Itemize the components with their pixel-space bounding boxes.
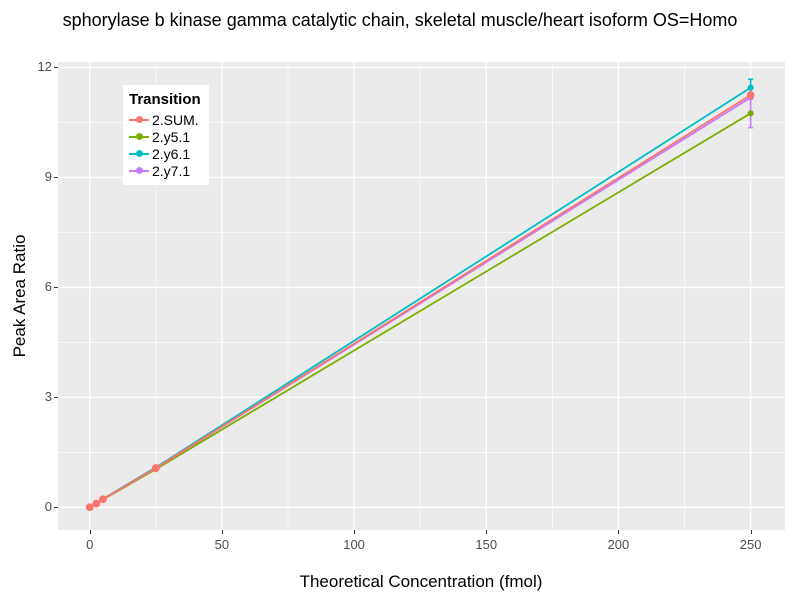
legend-key-line-dot-icon bbox=[129, 113, 149, 127]
legend: Transition 2.SUM. 2.y5.1 2.y6.1 2.y7.1 bbox=[123, 85, 209, 185]
data-point-2.SUM. bbox=[151, 464, 160, 472]
y-tick-label: 0 bbox=[44, 499, 52, 515]
y-tick-label: 3 bbox=[44, 389, 52, 405]
legend-key-line-dot-icon bbox=[129, 130, 149, 144]
data-point-2.SUM. bbox=[99, 495, 107, 504]
y-tick-label: 9 bbox=[44, 169, 52, 185]
y-tick-mark bbox=[54, 177, 58, 179]
x-tick-mark bbox=[486, 530, 488, 534]
legend-label: 2.y5.1 bbox=[152, 128, 191, 145]
legend-item: 2.y6.1 bbox=[129, 145, 201, 162]
y-tick-label: 6 bbox=[44, 279, 52, 295]
x-tick-label: 100 bbox=[343, 537, 365, 552]
x-tick-mark bbox=[750, 530, 752, 534]
legend-key-line-dot-icon bbox=[129, 164, 149, 178]
x-tick-mark bbox=[354, 530, 356, 534]
legend-title: Transition bbox=[129, 91, 201, 108]
data-point-2.SUM. bbox=[746, 91, 755, 99]
legend-label: 2.y7.1 bbox=[152, 162, 191, 179]
data-point-2.y5.1 bbox=[747, 110, 754, 117]
data-point-2.SUM. bbox=[92, 499, 101, 508]
data-point-2.SUM. bbox=[85, 503, 94, 512]
x-tick-mark bbox=[618, 530, 620, 534]
chart-title: sphorylase b kinase gamma catalytic chai… bbox=[62, 10, 738, 30]
y-tick-mark bbox=[54, 397, 58, 399]
y-tick-label: 12 bbox=[37, 59, 52, 75]
x-tick-label: 250 bbox=[739, 537, 762, 552]
legend-label: 2.SUM. bbox=[152, 111, 199, 128]
legend-key-line-dot-icon bbox=[129, 147, 149, 161]
y-tick-mark bbox=[54, 287, 58, 289]
x-tick-label: 150 bbox=[475, 537, 498, 552]
data-point-2.y6.1 bbox=[747, 84, 754, 91]
legend-label: 2.y6.1 bbox=[152, 145, 191, 162]
x-tick-label: 0 bbox=[86, 537, 94, 552]
x-tick-label: 50 bbox=[214, 537, 230, 552]
legend-item: 2.SUM. bbox=[129, 111, 201, 128]
x-tick-mark bbox=[221, 530, 223, 534]
x-tick-label: 200 bbox=[607, 537, 630, 552]
x-tick-mark bbox=[89, 530, 91, 534]
y-axis-title: Peak Area Ratio bbox=[10, 234, 29, 358]
y-tick-mark bbox=[54, 507, 58, 509]
legend-item: 2.y5.1 bbox=[129, 128, 201, 145]
x-axis-title: Theoretical Concentration (fmol) bbox=[299, 572, 543, 591]
y-tick-mark bbox=[54, 67, 58, 69]
legend-item: 2.y7.1 bbox=[129, 162, 201, 179]
